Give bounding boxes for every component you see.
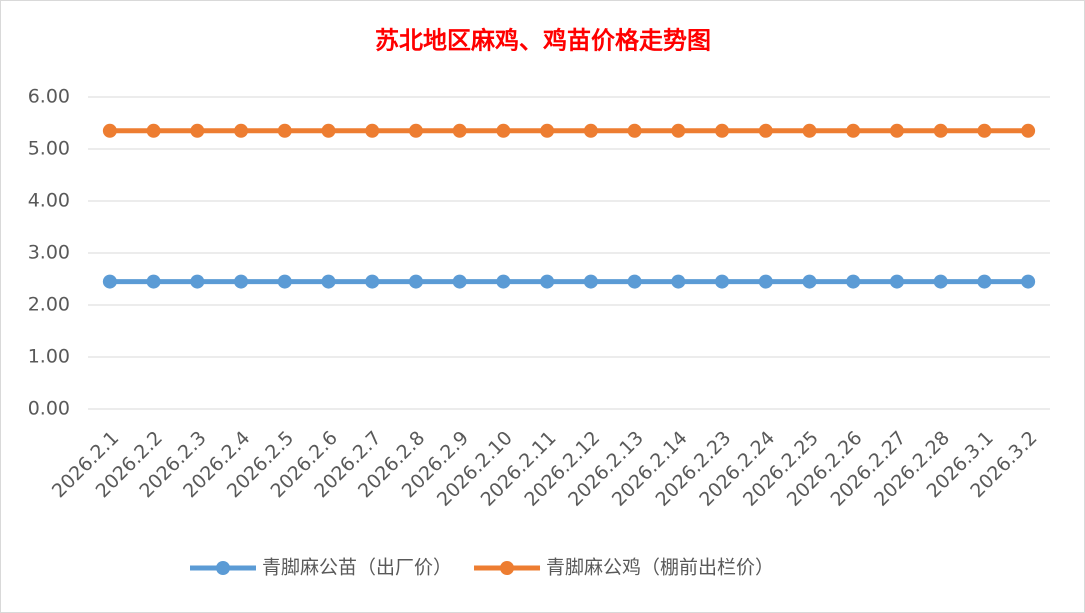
data-point [889,274,904,289]
data-point [452,123,467,138]
data-point [277,123,292,138]
data-point [496,123,511,138]
y-tick-label: 0.00 [28,398,70,420]
data-point [452,274,467,289]
data-point [715,123,730,138]
data-point [321,123,336,138]
data-point [146,274,161,289]
data-point [408,123,423,138]
data-point [715,274,730,289]
data-point [277,274,292,289]
legend-label: 青脚麻公苗（出厂价） [262,557,452,579]
data-point [583,274,598,289]
data-point [846,274,861,289]
data-point [671,274,686,289]
data-point [627,274,642,289]
data-point [234,274,249,289]
data-point [758,274,773,289]
data-point [933,123,948,138]
data-point [977,274,992,289]
data-point [190,274,205,289]
data-point [889,123,904,138]
y-tick-label: 1.00 [28,346,70,368]
y-tick-label: 3.00 [28,242,70,264]
data-point [496,274,511,289]
data-point [146,123,161,138]
chart-title: 苏北地区麻鸡、鸡苗价格走势图 [375,26,711,55]
legend-marker [500,561,515,575]
data-point [802,123,817,138]
data-point [321,274,336,289]
data-point [540,274,555,289]
data-point [846,123,861,138]
data-point [365,274,380,289]
data-point [1021,123,1036,138]
data-point [977,123,992,138]
y-tick-label: 5.00 [28,138,70,160]
data-point [408,274,423,289]
data-point [540,123,555,138]
y-tick-label: 2.00 [28,294,70,316]
legend-marker [216,561,230,575]
data-point [802,274,817,289]
data-point [933,274,948,289]
data-point [583,123,598,138]
data-point [190,123,205,138]
data-point [102,274,117,289]
y-tick-label: 6.00 [28,86,70,108]
data-point [234,123,249,138]
data-point [627,123,642,138]
data-point [1021,274,1036,289]
data-point [758,123,773,138]
data-point [365,123,380,138]
data-point [671,123,686,138]
legend-label: 青脚麻公鸡（棚前出栏价） [546,557,774,579]
data-point [102,123,117,138]
y-tick-label: 4.00 [28,190,70,212]
